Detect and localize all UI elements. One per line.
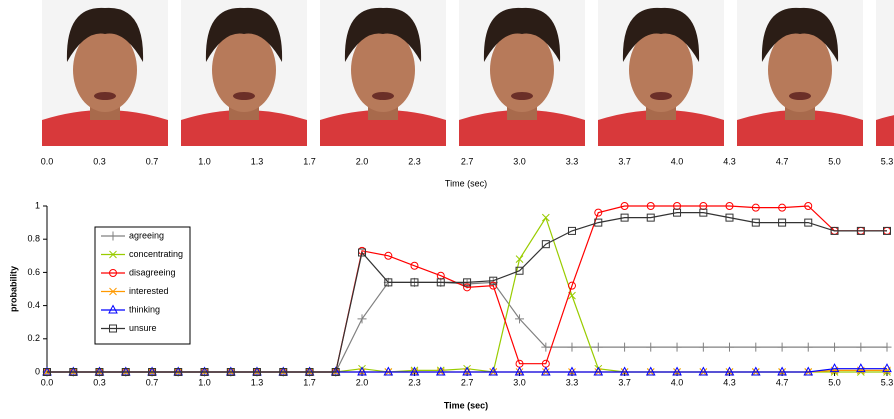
frame-tick-label: 4.0: [671, 156, 684, 166]
marker: [725, 343, 734, 352]
marker: [567, 343, 576, 352]
legend-label: unsure: [129, 323, 157, 333]
x-tick-label: 2.3: [408, 377, 421, 387]
marker: [594, 343, 603, 352]
mouth: [94, 92, 116, 100]
frame-tick-label: 5.0: [828, 156, 841, 166]
x-tick-label: 1.3: [251, 377, 264, 387]
mouth: [511, 92, 533, 100]
marker: [778, 343, 787, 352]
x-tick-label: 3.0: [513, 377, 526, 387]
frame-axis-label: Time (sec): [445, 178, 487, 188]
y-tick-label: 0.2: [27, 333, 40, 343]
marker: [830, 343, 839, 352]
frame-tick-label: 3.0: [513, 156, 526, 166]
frame-tick-label: 3.7: [618, 156, 631, 166]
frame-tick-label: 1.7: [303, 156, 316, 166]
frame-tick-label: 2.3: [408, 156, 421, 166]
marker: [751, 343, 760, 352]
marker: [699, 343, 708, 352]
x-tick-label: 3.3: [566, 377, 579, 387]
marker: [358, 314, 367, 323]
marker: [620, 343, 629, 352]
y-tick-label: 0.6: [27, 267, 40, 277]
legend-label: agreeing: [129, 230, 164, 240]
frame-tick-label: 2.7: [461, 156, 474, 166]
x-tick-label: 3.7: [618, 377, 631, 387]
marker: [542, 214, 549, 221]
x-tick-label: 1.7: [303, 377, 316, 387]
y-tick-label: 1: [35, 200, 40, 210]
x-tick-label: 4.3: [723, 377, 736, 387]
mouth: [372, 92, 394, 100]
frame-tick-label: 2.0: [356, 156, 369, 166]
frame-tick-label: 3.3: [566, 156, 579, 166]
mouth: [789, 92, 811, 100]
page: Time (sec) Time (sec) probability 0.0 0.3…: [0, 0, 894, 419]
x-tick-label: 0.3: [93, 377, 106, 387]
x-tick-label: 2.7: [461, 377, 474, 387]
marker: [646, 343, 655, 352]
frame-tick-label: 4.3: [723, 156, 736, 166]
mouth: [233, 92, 255, 100]
marker: [883, 343, 892, 352]
legend-label: interested: [129, 286, 169, 296]
frame-tick-label: 0.0: [41, 156, 54, 166]
x-tick-label: 5.0: [828, 377, 841, 387]
x-tick-label: 4.7: [776, 377, 789, 387]
x-tick-label: 5.3: [881, 377, 894, 387]
y-tick-label: 0: [35, 366, 40, 376]
x-tick-label: 4.0: [671, 377, 684, 387]
legend-label: concentrating: [129, 249, 183, 259]
y-axis-label: probability: [8, 266, 18, 312]
mouth: [650, 92, 672, 100]
face-strip: [42, 0, 894, 146]
legend-label: thinking: [129, 304, 160, 314]
y-tick-label: 0.8: [27, 234, 40, 244]
frame-tick-label: 1.3: [251, 156, 264, 166]
marker: [673, 343, 682, 352]
frame-tick-label: 0.7: [146, 156, 159, 166]
figure: Time (sec) Time (sec) probability 0.0 0.3…: [0, 0, 894, 414]
frame-tick-label: 1.0: [198, 156, 211, 166]
frame-tick-label: 4.7: [776, 156, 789, 166]
marker: [804, 343, 813, 352]
y-tick-label: 0.4: [27, 300, 40, 310]
x-tick-label: 0.0: [41, 377, 54, 387]
x-tick-label: 2.0: [356, 377, 369, 387]
legend-label: disagreeing: [129, 267, 176, 277]
x-axis-label: Time (sec): [444, 400, 488, 410]
marker: [856, 343, 865, 352]
frame-tick-label: 5.3: [881, 156, 894, 166]
x-tick-label: 1.0: [198, 377, 211, 387]
frame-tick-label: 0.3: [93, 156, 106, 166]
x-tick-label: 0.7: [146, 377, 159, 387]
